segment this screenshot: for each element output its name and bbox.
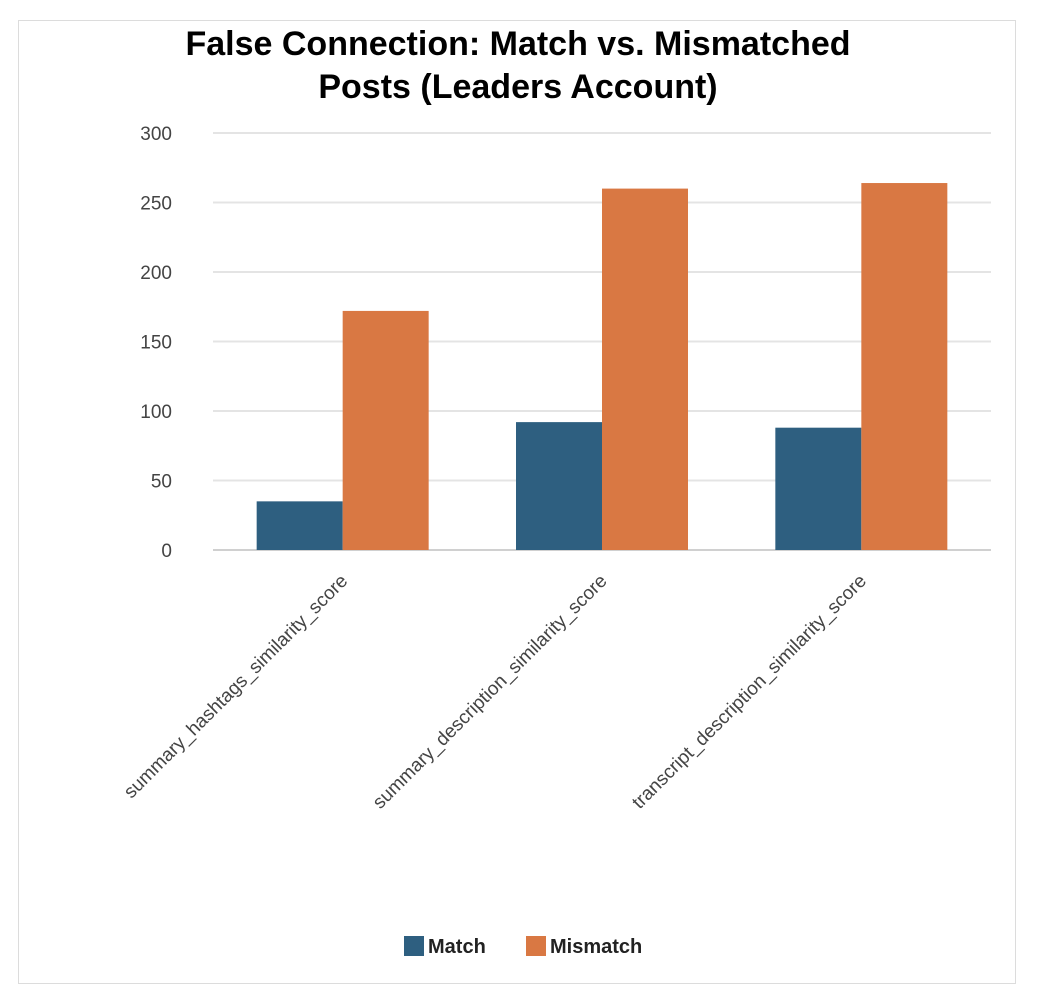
chart-title-line-2: Posts (Leaders Account) [318,68,717,106]
legend-label-mismatch: Mismatch [550,936,642,958]
bar-match-3 [775,427,862,550]
y-tick-label: 200 [140,263,172,284]
legend-swatch-mismatch [526,936,546,956]
bars [256,183,948,551]
x-axis: summary_hashtags_similarity_score summary… [120,571,871,814]
x-category-label: summary_hashtags_similarity_score [120,571,352,803]
y-tick-label: 100 [140,402,172,423]
chart-title-line-1: False Connection: Match vs. Mismatched [185,25,850,63]
y-tick-label: 150 [140,333,172,354]
chart-title: False Connection: Match vs. Mismatched P… [185,25,850,106]
bar-match-2 [516,422,602,550]
y-tick-label: 300 [140,124,172,145]
y-tick-label: 50 [151,472,172,493]
x-category-label: summary_description_similarity_score [369,571,612,814]
legend-swatch-match [404,936,424,956]
bar-mismatch-3 [861,183,948,551]
legend-label-match: Match [428,936,486,958]
bar-mismatch-1 [342,310,429,550]
legend: Match Mismatch [404,936,642,958]
x-category-label: transcript_description_similarity_score [628,571,871,814]
y-tick-label: 250 [140,194,172,215]
bar-match-1 [256,501,343,550]
bar-mismatch-2 [602,188,688,550]
y-tick-label: 0 [161,541,172,562]
y-axis: 0 50 100 150 200 250 300 [140,124,172,562]
